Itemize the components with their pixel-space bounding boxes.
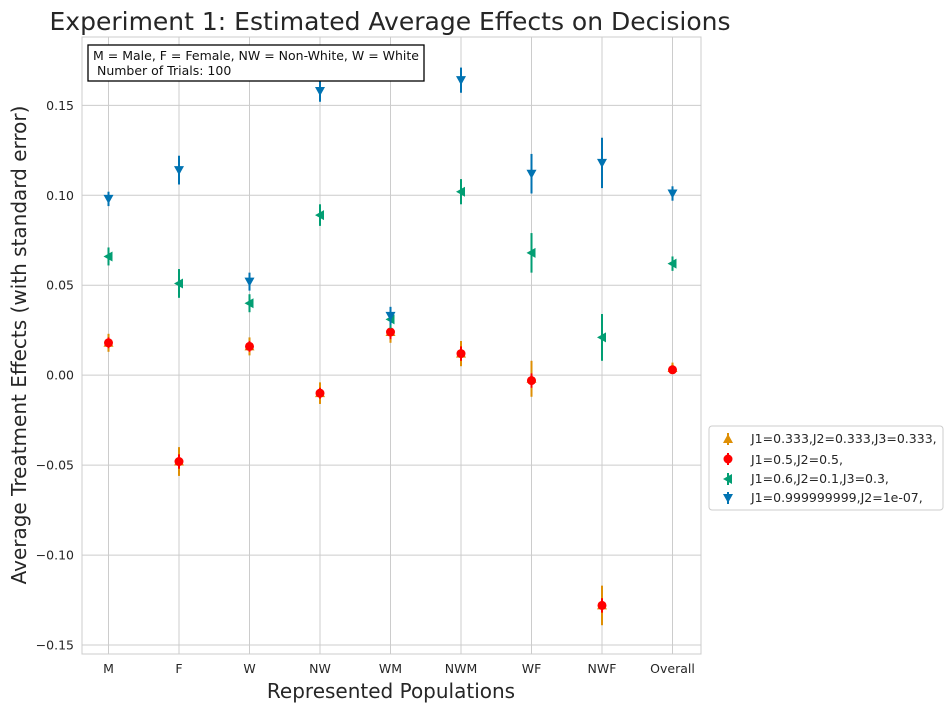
y-tick-label: 0.15 [46,98,74,113]
legend-marker [723,474,732,484]
data-point [174,457,184,467]
x-axis-label: Represented Populations [267,679,515,703]
x-tick-label: Overall [650,661,695,676]
y-axis-label: Average Treatment Effects (with standard… [7,106,31,585]
x-axis-ticks: M F W NW WM NWM WF NWF Overall [103,661,695,676]
x-tick-label: WF [522,661,542,676]
x-tick-label: M [103,661,114,676]
annotation-box: M = Male, F = Female, NW = Non-White, W … [87,44,425,82]
legend-label-3: J1=0.6,J2=0.1,J3=0.3, [750,471,889,486]
annotation-line-1: M = Male, F = Female, NW = Non-White, W … [93,48,419,63]
series-3 [103,179,677,361]
annotation-frame [87,44,425,82]
data-point [244,277,255,287]
legend-marker [723,454,733,464]
x-tick-label: F [175,661,182,676]
y-tick-label: 0.00 [46,368,74,383]
data-point [526,169,537,179]
legend: J1=0.333,J2=0.333,J3=0.333, J1=0.5,J2=0.… [708,425,944,511]
x-tick-label: W [243,661,255,676]
chart-title: Experiment 1: Estimated Average Effects … [50,7,731,36]
data-point [668,365,677,375]
data-point [456,186,465,197]
y-tick-label: −0.05 [36,458,74,473]
y-tick-label: −0.10 [36,548,74,563]
legend-marker [723,434,733,443]
data-point [244,298,254,309]
y-tick-label: 0.05 [46,278,74,293]
data-point [597,158,607,168]
data-point [667,258,677,269]
data-point [526,247,536,258]
legend-label-2: J1=0.5,J2=0.5, [750,452,843,467]
legend-label-1: J1=0.333,J2=0.333,J3=0.333, [750,431,937,446]
x-tick-label: WM [379,661,402,676]
legend-frame [708,425,944,511]
annotation-line-2: Number of Trials: 100 [93,63,231,78]
legend-label-4: J1=0.999999999,J2=1e-07, [750,490,923,505]
data-point [667,189,678,199]
data-point [456,76,466,86]
x-tick-label: NWF [588,661,617,676]
x-tick-label: NW [309,661,331,676]
data-point [245,341,254,351]
data-point [527,376,536,386]
data-marks [103,67,678,626]
series-2 [104,324,677,613]
data-point [103,251,113,262]
data-point [174,166,184,176]
x-tick-label: NWM [445,661,478,676]
data-point [456,349,466,359]
data-point [385,311,396,321]
data-point [597,600,607,610]
data-point [174,278,183,289]
legend-markers [723,433,733,504]
data-point [315,388,325,398]
data-point [386,327,395,337]
data-point [597,332,606,343]
series-4 [103,67,678,325]
data-point [315,86,325,96]
legend-marker [723,494,733,503]
data-point [104,338,113,348]
y-axis-ticks: −0.15 −0.10 −0.05 0.00 0.05 0.10 0.15 [36,98,74,653]
data-point [103,194,114,204]
y-tick-label: 0.10 [46,188,74,203]
data-point [315,210,324,221]
plot-area-frame [81,36,702,655]
y-tick-label: −0.15 [36,638,74,653]
